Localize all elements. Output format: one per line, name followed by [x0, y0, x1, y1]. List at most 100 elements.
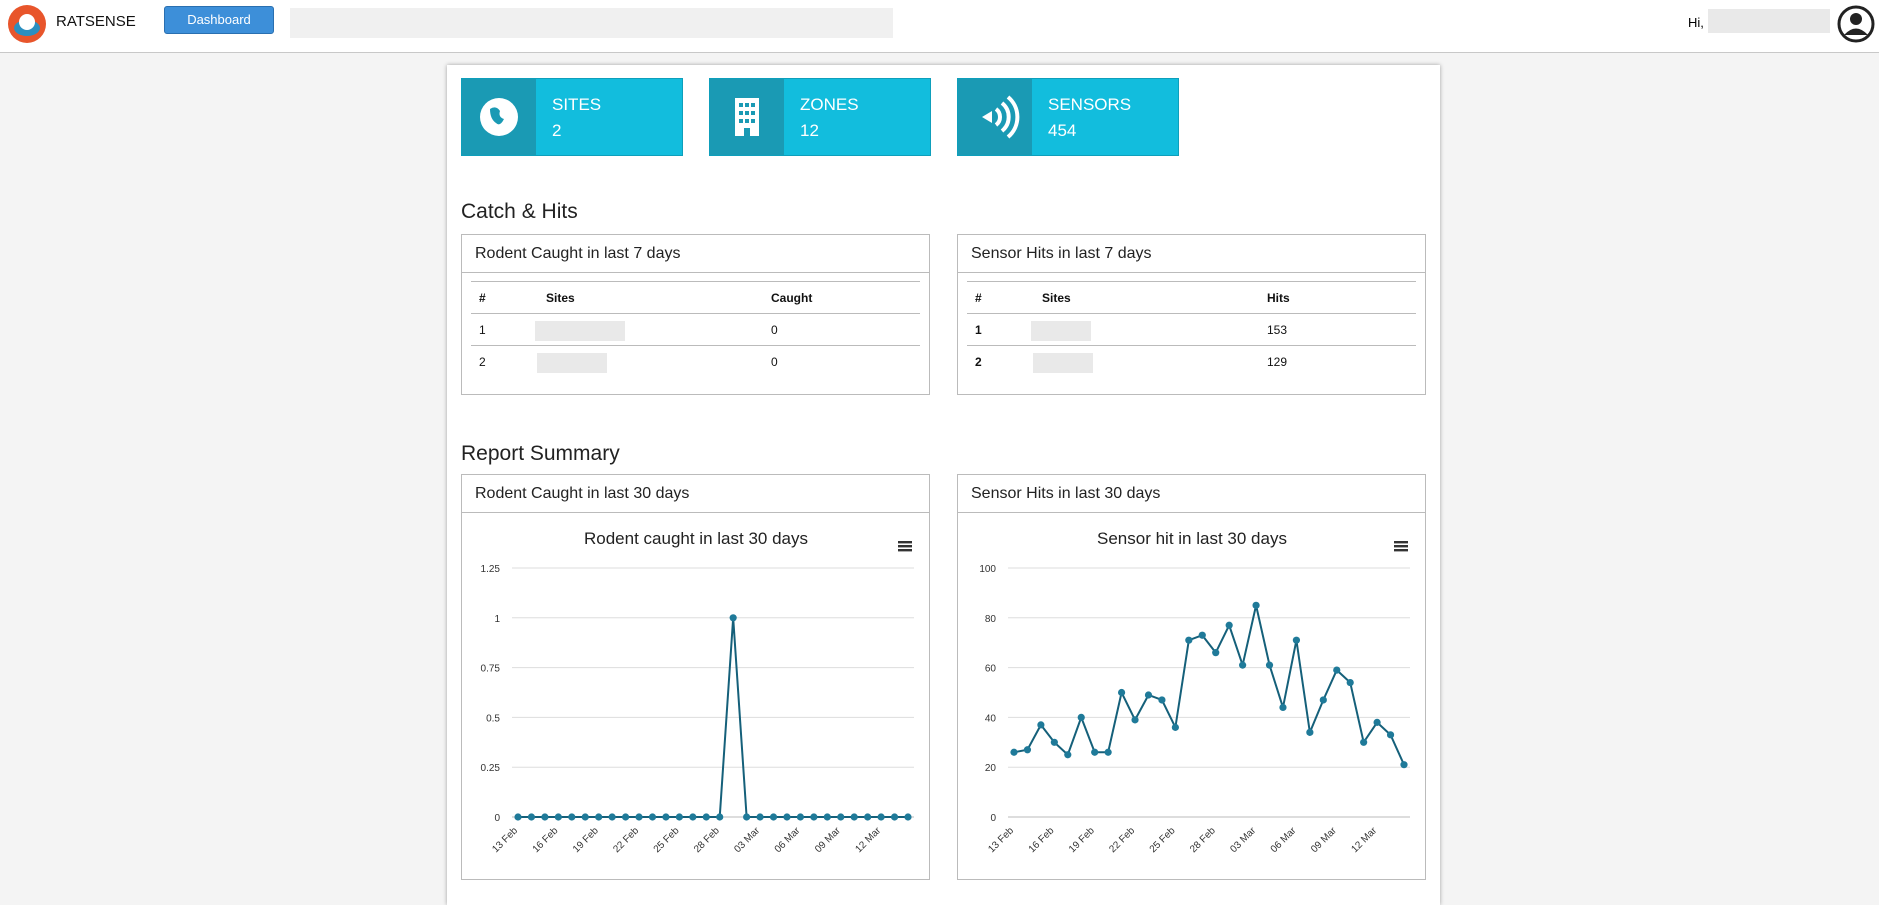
- menu-bar: [1394, 545, 1408, 548]
- y-tick-label: 80: [985, 614, 997, 625]
- menu-bar: [1394, 541, 1408, 544]
- panel-title: Sensor Hits in last 30 days: [958, 475, 1425, 513]
- data-point: [541, 813, 549, 821]
- data-point: [850, 813, 858, 821]
- menu-bar: [1394, 549, 1408, 552]
- stat-card[interactable]: ZONES 12: [709, 78, 931, 156]
- header-cell: #: [479, 291, 486, 305]
- menu-placeholder: [290, 8, 893, 38]
- data-point: [1252, 601, 1260, 609]
- x-tick-label: 03 Mar: [1228, 825, 1258, 855]
- stat-card[interactable]: SITES 2: [461, 78, 683, 156]
- brand: RATSENSE: [56, 13, 136, 30]
- card-label: SENSORS: [1048, 95, 1132, 114]
- data-point: [527, 813, 536, 821]
- x-tick-label: 13 Feb: [490, 825, 520, 855]
- header-cell: Sites: [546, 291, 575, 305]
- row-number: 2: [975, 355, 982, 369]
- data-point: [648, 813, 657, 821]
- y-tick-label: 100: [979, 564, 996, 575]
- x-tick-label: 16 Feb: [531, 825, 561, 855]
- site-placeholder: [1033, 353, 1093, 373]
- chart-menu[interactable]: [898, 541, 912, 552]
- data-point: [662, 813, 670, 821]
- building-icon: [735, 98, 759, 136]
- x-tick-label: 16 Feb: [1027, 825, 1057, 855]
- signal-icon: [982, 95, 1020, 139]
- menu-bar: [898, 549, 912, 552]
- dashboard-button[interactable]: Dashboard: [164, 6, 274, 34]
- data-point: [1171, 723, 1179, 731]
- chart: Sensor hit in last 30 days 0 20 40 60 80 100 13…: [979, 529, 1410, 855]
- x-tick-label: 13 Feb: [986, 825, 1016, 855]
- section-title: Report Summary: [461, 442, 620, 465]
- y-tick-label: 1: [494, 614, 500, 625]
- data-point: [769, 813, 778, 821]
- avatar[interactable]: [1837, 4, 1875, 44]
- data-point: [890, 813, 899, 821]
- data-point: [675, 813, 683, 821]
- chart: Rodent caught in last 30 days 0 0.25 0.5 0.7…: [481, 529, 914, 855]
- data-point: [1198, 631, 1206, 639]
- data-point: [1064, 751, 1072, 759]
- card-value: 454: [1048, 121, 1077, 140]
- data-point: [1185, 636, 1193, 644]
- y-tick-label: 0.25: [481, 763, 501, 774]
- data-point: [1144, 691, 1153, 699]
- card-value: 2: [552, 121, 562, 140]
- data-point: [864, 813, 872, 821]
- menu-bar: [898, 545, 912, 548]
- data-point: [1333, 666, 1341, 674]
- chart-title: Sensor hit in last 30 days: [1097, 529, 1287, 548]
- panel-title: Sensor Hits in last 7 days: [958, 235, 1425, 273]
- header-cell: Caught: [771, 291, 813, 305]
- line-series: [1013, 605, 1405, 766]
- stat-card[interactable]: SENSORS 454: [957, 78, 1179, 156]
- data-point: [810, 813, 818, 821]
- data-point: [581, 813, 589, 821]
- data-point: [1346, 678, 1354, 687]
- x-tick-label: 25 Feb: [652, 825, 682, 855]
- table-header: # Sites Caught: [471, 281, 920, 314]
- x-tick-label: 12 Mar: [853, 825, 883, 855]
- row-value: 0: [771, 355, 778, 369]
- data-point: [1306, 728, 1314, 736]
- data-point: [716, 813, 724, 821]
- data-point: [554, 813, 562, 821]
- x-tick-label: 09 Mar: [813, 825, 843, 855]
- navbar: RATSENSE Dashboard Hi,: [0, 0, 1879, 53]
- x-tick-label: 06 Mar: [1269, 825, 1299, 855]
- card-label: SITES: [552, 95, 602, 114]
- x-tick-label: 03 Mar: [732, 825, 762, 855]
- chart-menu[interactable]: [1394, 541, 1408, 552]
- row-value: 0: [771, 323, 778, 337]
- data-point: [1279, 703, 1287, 712]
- y-tick-label: 1.25: [481, 564, 501, 575]
- table-row: 2 129: [967, 345, 1416, 378]
- table-panel: Rodent Caught in last 7 days # Sites Caught…: [461, 234, 930, 395]
- data-point: [1373, 718, 1381, 726]
- data-point: [1225, 621, 1233, 629]
- data-point: [783, 813, 791, 821]
- data-point: [1104, 748, 1112, 756]
- data-point: [689, 813, 697, 821]
- data-point: [702, 813, 710, 821]
- data-point: [1360, 738, 1368, 746]
- data-point: [743, 813, 751, 821]
- y-tick-label: 0.5: [486, 713, 500, 724]
- data-point: [756, 813, 764, 821]
- data-point: [1400, 761, 1408, 769]
- data-point: [729, 614, 737, 622]
- data-point: [796, 813, 805, 821]
- data-point: [1023, 746, 1032, 754]
- data-point: [1131, 716, 1139, 724]
- y-tick-label: 0.75: [481, 664, 501, 675]
- section-title: Catch & Hits: [461, 200, 578, 223]
- data-point: [595, 813, 603, 821]
- x-tick-label: 09 Mar: [1309, 825, 1339, 855]
- menu-bar: [898, 541, 912, 544]
- row-number: 2: [479, 355, 486, 369]
- data-point: [1158, 696, 1166, 704]
- data-point: [1010, 748, 1018, 756]
